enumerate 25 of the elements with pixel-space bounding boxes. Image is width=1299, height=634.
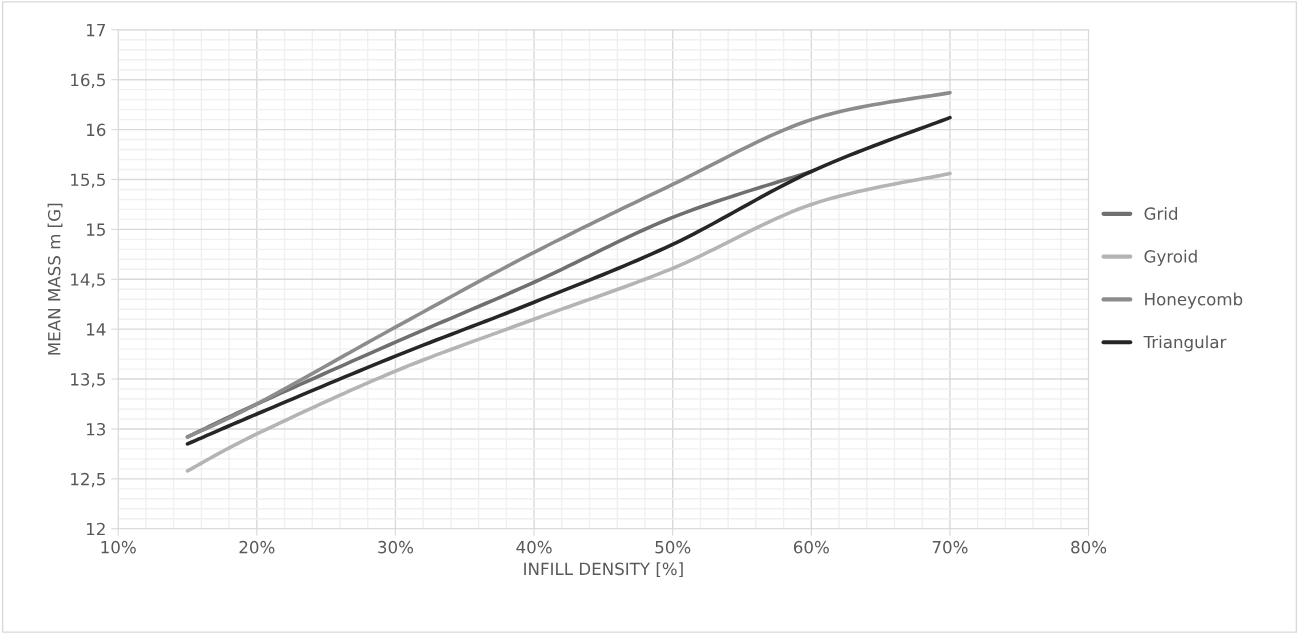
y-tick-label: 14,5 — [71, 273, 105, 288]
y-tick-label: 13 — [87, 422, 106, 436]
x-tick-label: 50% — [655, 540, 691, 554]
y-tick-label: 13,5 — [71, 373, 105, 388]
x-tick-label: 40% — [516, 540, 552, 554]
x-tick-label: 20% — [239, 540, 275, 554]
y-tick-label: 14 — [87, 323, 106, 336]
y-axis-title: MEAN MASS m [G] — [47, 203, 63, 355]
y-tick-label: 15,5 — [71, 173, 105, 188]
legend-label: Gyroid — [1144, 249, 1197, 266]
y-tick-label: 12 — [87, 522, 105, 536]
x-tick-label: 10% — [101, 540, 136, 554]
y-tick-label: 15 — [87, 223, 105, 236]
legend-label: Triangular — [1143, 335, 1227, 352]
y-tick-label: 17 — [87, 23, 105, 37]
x-tick-label: 60% — [793, 540, 829, 554]
x-tick-label: 70% — [932, 540, 968, 554]
x-axis-title: INFILL DENSITY [%] — [524, 562, 683, 578]
y-tick-label: 12,5 — [71, 472, 105, 488]
y-tick-label: 16,5 — [71, 73, 105, 88]
legend-label: Grid — [1144, 207, 1178, 220]
y-tick-label: 16 — [87, 123, 106, 137]
x-tick-label: 80% — [1071, 540, 1107, 554]
x-tick-label: 30% — [378, 540, 414, 554]
legend-label: Honeycomb — [1145, 292, 1243, 309]
